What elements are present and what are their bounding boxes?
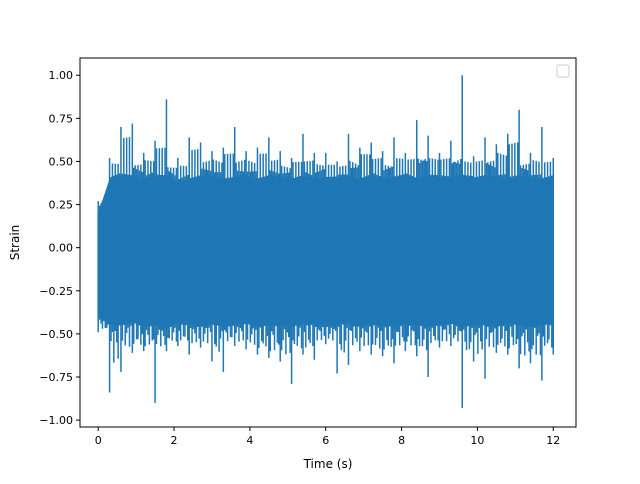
y-tick-label: 0.50 bbox=[49, 155, 74, 168]
series-oscillation bbox=[97, 75, 554, 409]
y-tick-label: −1.00 bbox=[39, 414, 73, 427]
y-tick-label: 0.00 bbox=[49, 242, 74, 255]
plot-frame bbox=[79, 57, 577, 428]
x-tick-label: 12 bbox=[546, 434, 560, 447]
x-tick-label: 6 bbox=[322, 434, 329, 447]
legend bbox=[556, 64, 570, 78]
y-tick-label: 1.00 bbox=[49, 69, 74, 82]
y-axis: −1.00 −0.75 −0.50 −0.25 0.00 0.25 0.50 0.75 1.00 bbox=[39, 69, 80, 427]
y-tick-label: 0.25 bbox=[49, 199, 74, 212]
x-tick-label: 4 bbox=[246, 434, 253, 447]
y-tick-label: −0.50 bbox=[39, 328, 73, 341]
x-tick-label: 8 bbox=[398, 434, 405, 447]
y-tick-label: −0.25 bbox=[39, 285, 73, 298]
series-0 bbox=[97, 75, 554, 409]
x-tick-label: 2 bbox=[171, 434, 178, 447]
x-axis: 0 2 4 6 8 10 12 bbox=[95, 427, 560, 447]
legend-box bbox=[556, 64, 570, 78]
plot-area bbox=[97, 75, 554, 409]
x-tick-label: 10 bbox=[470, 434, 484, 447]
x-tick-label: 0 bbox=[95, 434, 102, 447]
y-tick-label: −0.75 bbox=[39, 371, 73, 384]
y-tick-label: 0.75 bbox=[49, 112, 74, 125]
x-axis-label: Time (s) bbox=[303, 457, 353, 471]
y-axis-label: Strain bbox=[8, 225, 22, 261]
